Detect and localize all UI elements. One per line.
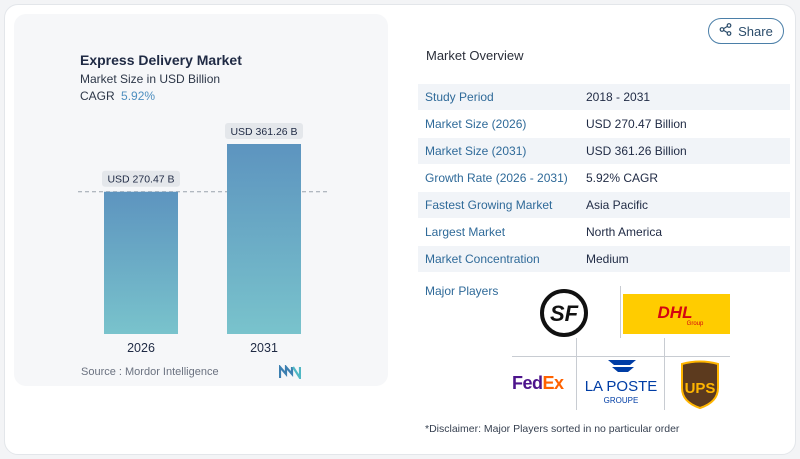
dhl-logo-subtext: Group <box>687 321 704 327</box>
overview-row: Study Period 2018 - 2031 <box>418 84 790 111</box>
overview-row: Market Concentration Medium <box>418 246 790 273</box>
overview-row-label: Growth Rate (2026 - 2031) <box>425 171 568 185</box>
logo-divider <box>512 356 730 357</box>
x-tick-label: 2031 <box>250 341 278 355</box>
overview-row: Growth Rate (2026 - 2031) 5.92% CAGR <box>418 165 790 192</box>
overview-row-label: Fastest Growing Market <box>425 198 553 212</box>
sf-express-logo: SF <box>540 289 588 337</box>
bar-2031 <box>227 144 301 334</box>
x-tick-label: 2026 <box>127 341 155 355</box>
cagr-label: CAGR <box>80 89 115 103</box>
overview-row-value: USD 361.26 Billion <box>586 144 687 158</box>
bar-2026 <box>104 191 178 334</box>
chart-title: Express Delivery Market <box>80 52 242 68</box>
overview-row-value: North America <box>586 225 663 239</box>
value-label: USD 270.47 B <box>107 174 174 186</box>
overview-row-value: 5.92% CAGR <box>586 171 659 185</box>
overview-row-label: Largest Market <box>425 225 506 239</box>
ups-logo-text: UPS <box>685 380 716 397</box>
overview-row-label: Study Period <box>425 90 494 104</box>
mordor-intelligence-logo-icon <box>278 364 302 384</box>
overview-row-label: Market Size (2026) <box>425 117 527 131</box>
overview-row: Fastest Growing Market Asia Pacific <box>418 192 790 219</box>
overview-row-label: Market Concentration <box>425 252 540 266</box>
dhl-logo: DHL Group <box>623 294 730 334</box>
overview-row: Largest Market North America <box>418 219 790 246</box>
sf-logo-text: SF <box>550 301 579 326</box>
chart-source: Source : Mordor Intelligence <box>81 366 219 378</box>
value-label-bg <box>225 123 303 139</box>
fedex-logo: FedEx <box>512 373 565 393</box>
share-label: Share <box>738 23 773 39</box>
major-players-label: Major Players <box>425 284 499 298</box>
fedex-ex-text: Ex <box>543 373 565 393</box>
value-label: USD 361.26 B <box>230 126 297 138</box>
svg-text:FedEx: FedEx <box>512 373 564 393</box>
disclaimer: *Disclaimer: Major Players sorted in no … <box>425 423 680 435</box>
value-label-bg <box>102 170 180 187</box>
dhl-logo-text: DHL <box>658 303 693 322</box>
la-poste-logo: LA POSTE GROUPE <box>585 360 658 405</box>
logo-divider <box>576 338 577 410</box>
ups-logo: UPS <box>681 360 719 410</box>
overview-row: Market Size (2026) USD 270.47 Billion <box>418 111 790 138</box>
overview-row-value: 2018 - 2031 <box>586 90 651 104</box>
chart-cagr: CAGR 5.92% <box>80 89 155 103</box>
la-poste-text: LA POSTE <box>585 378 658 395</box>
share-icon <box>719 23 732 39</box>
chart-card: Express Delivery Market Market Size in U… <box>14 14 388 386</box>
overview-title: Market Overview <box>426 48 524 63</box>
la-poste-subtext: GROUPE <box>604 396 639 405</box>
bar-chart: USD 270.47 B 2026 USD 361.26 B 2031 <box>78 123 328 355</box>
logo-divider <box>620 286 621 338</box>
share-button[interactable]: Share <box>708 18 784 44</box>
chart-subtitle: Market Size in USD Billion <box>80 72 221 86</box>
overview-row-label: Market Size (2031) <box>425 144 527 158</box>
fedex-fed-text: Fed <box>512 373 543 393</box>
logo-divider <box>664 338 665 410</box>
overview-row-value: USD 270.47 Billion <box>586 117 687 131</box>
overview-row: Market Size (2031) USD 361.26 Billion <box>418 138 790 165</box>
cagr-value: 5.92% <box>121 89 156 103</box>
overview-row-value: Medium <box>586 252 629 266</box>
overview-row-value: Asia Pacific <box>586 198 649 212</box>
overview-table: Study Period 2018 - 2031 Market Size (20… <box>418 84 790 273</box>
